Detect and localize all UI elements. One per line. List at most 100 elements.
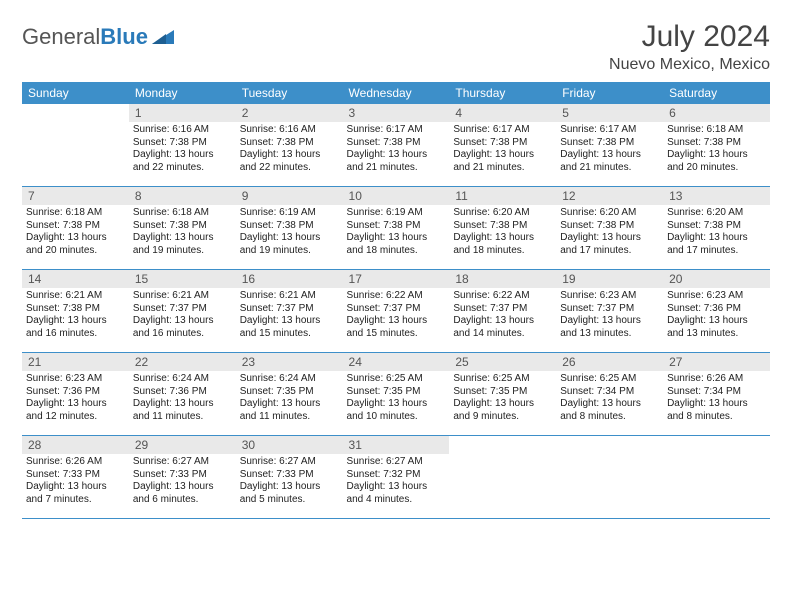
day-number: 21 xyxy=(22,353,129,371)
day-details: Sunrise: 6:20 AMSunset: 7:38 PMDaylight:… xyxy=(556,205,663,261)
calendar-cell xyxy=(556,436,663,519)
day-details: Sunrise: 6:27 AMSunset: 7:32 PMDaylight:… xyxy=(343,454,450,510)
brand-part2: Blue xyxy=(100,24,148,50)
brand-logo: GeneralBlue xyxy=(22,24,174,50)
calendar-cell: 8Sunrise: 6:18 AMSunset: 7:38 PMDaylight… xyxy=(129,187,236,270)
calendar-cell xyxy=(663,436,770,519)
day-number: 2 xyxy=(236,104,343,122)
day-number: 11 xyxy=(449,187,556,205)
calendar-cell: 13Sunrise: 6:20 AMSunset: 7:38 PMDayligh… xyxy=(663,187,770,270)
calendar-cell: 21Sunrise: 6:23 AMSunset: 7:36 PMDayligh… xyxy=(22,353,129,436)
location-text: Nuevo Mexico, Mexico xyxy=(609,56,770,74)
calendar-cell: 3Sunrise: 6:17 AMSunset: 7:38 PMDaylight… xyxy=(343,104,450,187)
weekday-header: Wednesday xyxy=(343,82,450,104)
calendar-cell: 10Sunrise: 6:19 AMSunset: 7:38 PMDayligh… xyxy=(343,187,450,270)
day-number: 7 xyxy=(22,187,129,205)
calendar-cell: 14Sunrise: 6:21 AMSunset: 7:38 PMDayligh… xyxy=(22,270,129,353)
calendar-cell: 16Sunrise: 6:21 AMSunset: 7:37 PMDayligh… xyxy=(236,270,343,353)
day-details: Sunrise: 6:23 AMSunset: 7:36 PMDaylight:… xyxy=(22,371,129,427)
day-details: Sunrise: 6:22 AMSunset: 7:37 PMDaylight:… xyxy=(449,288,556,344)
calendar-cell: 19Sunrise: 6:23 AMSunset: 7:37 PMDayligh… xyxy=(556,270,663,353)
calendar-cell xyxy=(449,436,556,519)
calendar-cell: 4Sunrise: 6:17 AMSunset: 7:38 PMDaylight… xyxy=(449,104,556,187)
weekday-header: Friday xyxy=(556,82,663,104)
day-number: 12 xyxy=(556,187,663,205)
calendar-cell: 2Sunrise: 6:16 AMSunset: 7:38 PMDaylight… xyxy=(236,104,343,187)
calendar-cell: 24Sunrise: 6:25 AMSunset: 7:35 PMDayligh… xyxy=(343,353,450,436)
day-details: Sunrise: 6:21 AMSunset: 7:38 PMDaylight:… xyxy=(22,288,129,344)
calendar-cell: 25Sunrise: 6:25 AMSunset: 7:35 PMDayligh… xyxy=(449,353,556,436)
day-number: 25 xyxy=(449,353,556,371)
day-number: 27 xyxy=(663,353,770,371)
day-number: 30 xyxy=(236,436,343,454)
calendar-cell xyxy=(22,104,129,187)
day-details: Sunrise: 6:24 AMSunset: 7:35 PMDaylight:… xyxy=(236,371,343,427)
calendar-cell: 6Sunrise: 6:18 AMSunset: 7:38 PMDaylight… xyxy=(663,104,770,187)
calendar-cell: 20Sunrise: 6:23 AMSunset: 7:36 PMDayligh… xyxy=(663,270,770,353)
day-details: Sunrise: 6:19 AMSunset: 7:38 PMDaylight:… xyxy=(343,205,450,261)
day-number: 24 xyxy=(343,353,450,371)
day-number: 18 xyxy=(449,270,556,288)
day-details: Sunrise: 6:21 AMSunset: 7:37 PMDaylight:… xyxy=(129,288,236,344)
day-details: Sunrise: 6:16 AMSunset: 7:38 PMDaylight:… xyxy=(236,122,343,178)
weekday-header: Sunday xyxy=(22,82,129,104)
day-details: Sunrise: 6:25 AMSunset: 7:35 PMDaylight:… xyxy=(449,371,556,427)
calendar-cell: 11Sunrise: 6:20 AMSunset: 7:38 PMDayligh… xyxy=(449,187,556,270)
day-details: Sunrise: 6:23 AMSunset: 7:37 PMDaylight:… xyxy=(556,288,663,344)
day-details: Sunrise: 6:19 AMSunset: 7:38 PMDaylight:… xyxy=(236,205,343,261)
calendar-cell: 29Sunrise: 6:27 AMSunset: 7:33 PMDayligh… xyxy=(129,436,236,519)
calendar-cell: 18Sunrise: 6:22 AMSunset: 7:37 PMDayligh… xyxy=(449,270,556,353)
calendar-cell: 12Sunrise: 6:20 AMSunset: 7:38 PMDayligh… xyxy=(556,187,663,270)
calendar-cell: 27Sunrise: 6:26 AMSunset: 7:34 PMDayligh… xyxy=(663,353,770,436)
day-number: 1 xyxy=(129,104,236,122)
day-details: Sunrise: 6:17 AMSunset: 7:38 PMDaylight:… xyxy=(449,122,556,178)
day-details: Sunrise: 6:18 AMSunset: 7:38 PMDaylight:… xyxy=(22,205,129,261)
day-number: 22 xyxy=(129,353,236,371)
calendar-cell: 30Sunrise: 6:27 AMSunset: 7:33 PMDayligh… xyxy=(236,436,343,519)
day-details: Sunrise: 6:20 AMSunset: 7:38 PMDaylight:… xyxy=(663,205,770,261)
day-number: 29 xyxy=(129,436,236,454)
calendar-cell: 9Sunrise: 6:19 AMSunset: 7:38 PMDaylight… xyxy=(236,187,343,270)
weekday-header: Saturday xyxy=(663,82,770,104)
day-number: 28 xyxy=(22,436,129,454)
day-number: 16 xyxy=(236,270,343,288)
day-details: Sunrise: 6:22 AMSunset: 7:37 PMDaylight:… xyxy=(343,288,450,344)
brand-triangle-icon xyxy=(152,24,174,50)
calendar-cell: 1Sunrise: 6:16 AMSunset: 7:38 PMDaylight… xyxy=(129,104,236,187)
day-details: Sunrise: 6:21 AMSunset: 7:37 PMDaylight:… xyxy=(236,288,343,344)
day-details: Sunrise: 6:20 AMSunset: 7:38 PMDaylight:… xyxy=(449,205,556,261)
calendar-table: SundayMondayTuesdayWednesdayThursdayFrid… xyxy=(22,82,770,519)
month-title: July 2024 xyxy=(609,20,770,54)
calendar-cell: 15Sunrise: 6:21 AMSunset: 7:37 PMDayligh… xyxy=(129,270,236,353)
calendar-cell: 23Sunrise: 6:24 AMSunset: 7:35 PMDayligh… xyxy=(236,353,343,436)
calendar-cell: 31Sunrise: 6:27 AMSunset: 7:32 PMDayligh… xyxy=(343,436,450,519)
weekday-header: Tuesday xyxy=(236,82,343,104)
day-details: Sunrise: 6:17 AMSunset: 7:38 PMDaylight:… xyxy=(556,122,663,178)
day-number: 15 xyxy=(129,270,236,288)
day-details: Sunrise: 6:27 AMSunset: 7:33 PMDaylight:… xyxy=(236,454,343,510)
weekday-header: Thursday xyxy=(449,82,556,104)
calendar-cell: 7Sunrise: 6:18 AMSunset: 7:38 PMDaylight… xyxy=(22,187,129,270)
day-details: Sunrise: 6:24 AMSunset: 7:36 PMDaylight:… xyxy=(129,371,236,427)
calendar-cell: 17Sunrise: 6:22 AMSunset: 7:37 PMDayligh… xyxy=(343,270,450,353)
calendar-cell: 28Sunrise: 6:26 AMSunset: 7:33 PMDayligh… xyxy=(22,436,129,519)
brand-part1: General xyxy=(22,24,100,50)
weekday-header: Monday xyxy=(129,82,236,104)
day-details: Sunrise: 6:18 AMSunset: 7:38 PMDaylight:… xyxy=(663,122,770,178)
day-number: 19 xyxy=(556,270,663,288)
day-details: Sunrise: 6:16 AMSunset: 7:38 PMDaylight:… xyxy=(129,122,236,178)
day-details: Sunrise: 6:25 AMSunset: 7:35 PMDaylight:… xyxy=(343,371,450,427)
day-number: 23 xyxy=(236,353,343,371)
day-details: Sunrise: 6:18 AMSunset: 7:38 PMDaylight:… xyxy=(129,205,236,261)
day-number: 6 xyxy=(663,104,770,122)
day-number: 4 xyxy=(449,104,556,122)
day-number: 3 xyxy=(343,104,450,122)
day-number: 8 xyxy=(129,187,236,205)
day-number: 17 xyxy=(343,270,450,288)
day-number: 10 xyxy=(343,187,450,205)
day-number: 31 xyxy=(343,436,450,454)
calendar-cell: 22Sunrise: 6:24 AMSunset: 7:36 PMDayligh… xyxy=(129,353,236,436)
day-details: Sunrise: 6:23 AMSunset: 7:36 PMDaylight:… xyxy=(663,288,770,344)
day-number: 9 xyxy=(236,187,343,205)
calendar-cell: 26Sunrise: 6:25 AMSunset: 7:34 PMDayligh… xyxy=(556,353,663,436)
